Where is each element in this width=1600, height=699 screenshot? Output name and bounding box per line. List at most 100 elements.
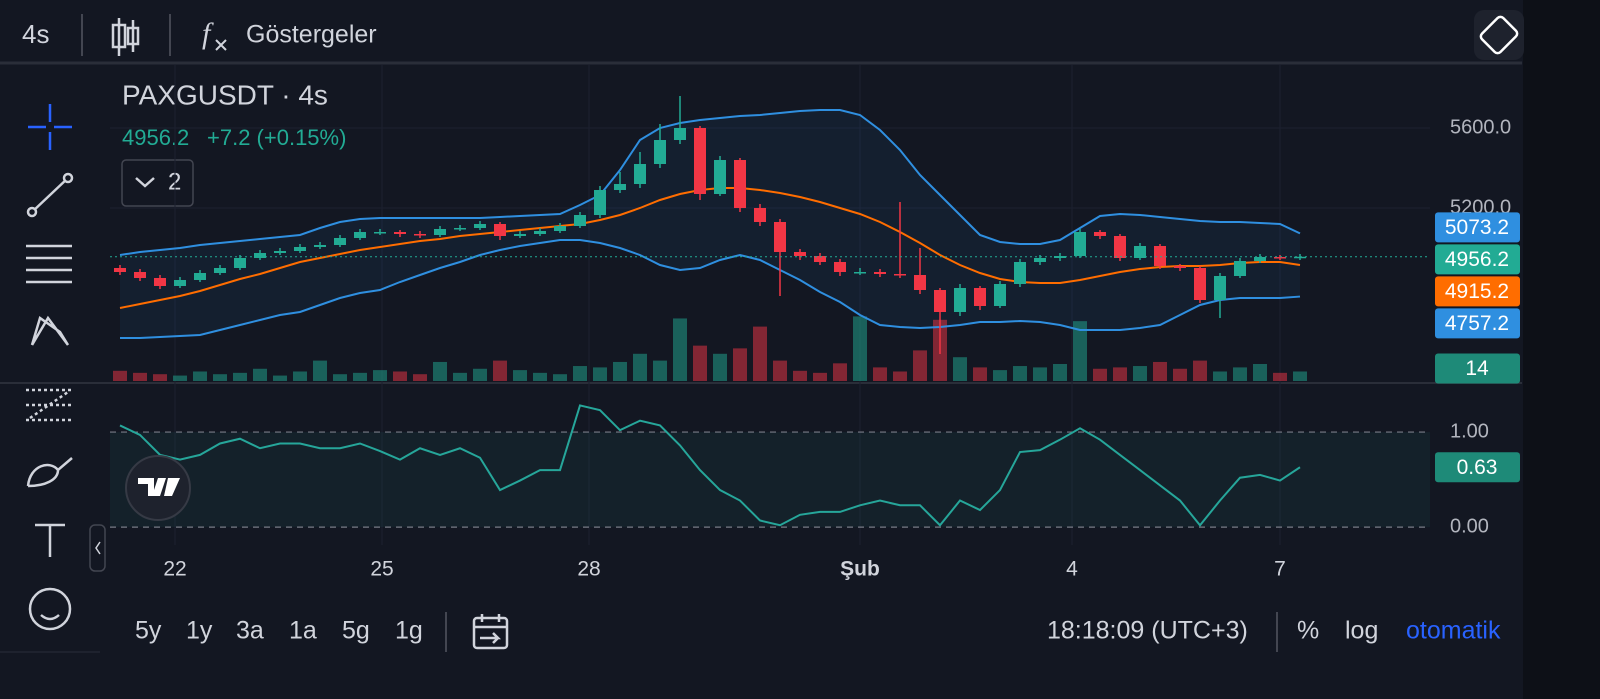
volume-bar (1013, 366, 1027, 381)
left-toolbar (26, 104, 106, 631)
oscillator-badge-bg (1435, 452, 1520, 483)
volume-bar (773, 360, 787, 381)
volume-bar (813, 372, 827, 381)
volume-bar (953, 357, 967, 381)
text-tool[interactable] (35, 523, 65, 557)
volume-bar (1093, 368, 1107, 381)
candle-body (374, 232, 386, 234)
volume-bar (1033, 367, 1047, 381)
bollinger-upper (119, 109, 1301, 256)
volume-bar (833, 363, 847, 381)
pattern-tool[interactable] (30, 315, 70, 346)
brush-tool[interactable] (26, 457, 73, 488)
bollinger-fill (120, 110, 1300, 338)
collapse-toolbar[interactable] (89, 524, 106, 572)
candle-body (794, 252, 806, 256)
volume-bar (573, 366, 587, 381)
volume-bar (393, 371, 407, 381)
tv-logo[interactable] (125, 455, 191, 521)
volume-bar (213, 374, 227, 381)
x-tick-label: Şub (840, 558, 880, 581)
candle-body (1194, 268, 1206, 300)
emoji-tool[interactable] (28, 587, 72, 631)
candle-body (874, 272, 886, 274)
trendline-tool[interactable] (31, 177, 69, 213)
range-button[interactable]: 5g (342, 617, 370, 645)
volume-bar (113, 370, 127, 381)
candle-body (814, 256, 826, 262)
range-bar: 5y 1y 3a 1a 5g 1g (135, 617, 423, 645)
candle-body (494, 224, 506, 236)
volume-bar (353, 372, 367, 381)
candle-body (514, 234, 526, 236)
volume-bar (1233, 367, 1247, 381)
auto-toggle[interactable]: otomatik (1406, 617, 1501, 645)
volume-bar (613, 361, 627, 381)
bollinger-basis (119, 187, 1301, 309)
candle-body (854, 272, 866, 274)
range-button[interactable]: 1g (395, 617, 423, 645)
volume-bar (293, 371, 307, 381)
volume-bar (333, 374, 347, 381)
oscillator-line (119, 404, 1301, 527)
candle-body (1034, 258, 1046, 262)
volume-bar (193, 371, 207, 381)
volume-bar (1253, 364, 1267, 381)
right-edge (1523, 0, 1600, 699)
percent-toggle[interactable]: % (1297, 617, 1319, 645)
volume-bar (433, 361, 447, 381)
fib-tool[interactable] (26, 244, 72, 284)
volume-bar (253, 368, 267, 381)
candle-body (1114, 236, 1126, 258)
volume-bar (413, 374, 427, 381)
candle-body (174, 280, 186, 286)
x-tick-label: 22 (163, 558, 186, 581)
candle-body (334, 238, 346, 245)
candle-body (214, 268, 226, 273)
volume-bar (1273, 372, 1287, 381)
candle-body (954, 288, 966, 312)
upper-band-badge-bg (1435, 212, 1520, 243)
candle-body (274, 251, 286, 253)
symbol-title: PAXGUSDT · 4s (122, 79, 328, 110)
crosshair-tool[interactable] (28, 104, 72, 150)
candle-body (1074, 232, 1086, 256)
volume-bar (973, 367, 987, 381)
bollinger-lower (120, 239, 1301, 339)
volume-badge-bg (1435, 353, 1520, 384)
lower-band-badge-bg (1435, 308, 1520, 339)
goto-date-button[interactable] (472, 614, 509, 650)
indicators-toggle[interactable]: 2 (121, 159, 194, 207)
range-button[interactable]: 5y (135, 617, 162, 645)
candle-body (254, 253, 266, 258)
volume-bar (913, 350, 927, 381)
candle-body (714, 160, 726, 194)
log-toggle[interactable]: log (1345, 617, 1378, 645)
y-tick-label: 5600.0 (1450, 116, 1511, 138)
range-button[interactable]: 3a (236, 617, 264, 645)
candle-body (154, 278, 166, 286)
volume-bar (733, 348, 747, 381)
candle-body (294, 247, 306, 251)
candle-body (974, 288, 986, 306)
rotate-button[interactable] (1474, 10, 1524, 60)
interval-button[interactable]: 4s (22, 19, 49, 49)
candle-body (354, 232, 366, 238)
volume-bar (1133, 366, 1147, 381)
volume-bar (1213, 371, 1227, 381)
volume-bar (1053, 364, 1067, 381)
candle-body (694, 128, 706, 194)
volume-bar (993, 370, 1007, 381)
volume-bar (1073, 321, 1087, 381)
candle-body (1234, 261, 1246, 276)
range-button[interactable]: 1y (186, 617, 213, 645)
chart-type-button[interactable] (111, 18, 140, 56)
volume-bar (633, 353, 647, 381)
range-button[interactable]: 1a (289, 617, 317, 645)
volume-bar (753, 326, 767, 381)
volume-bar (373, 370, 387, 381)
volume-bar (153, 374, 167, 381)
